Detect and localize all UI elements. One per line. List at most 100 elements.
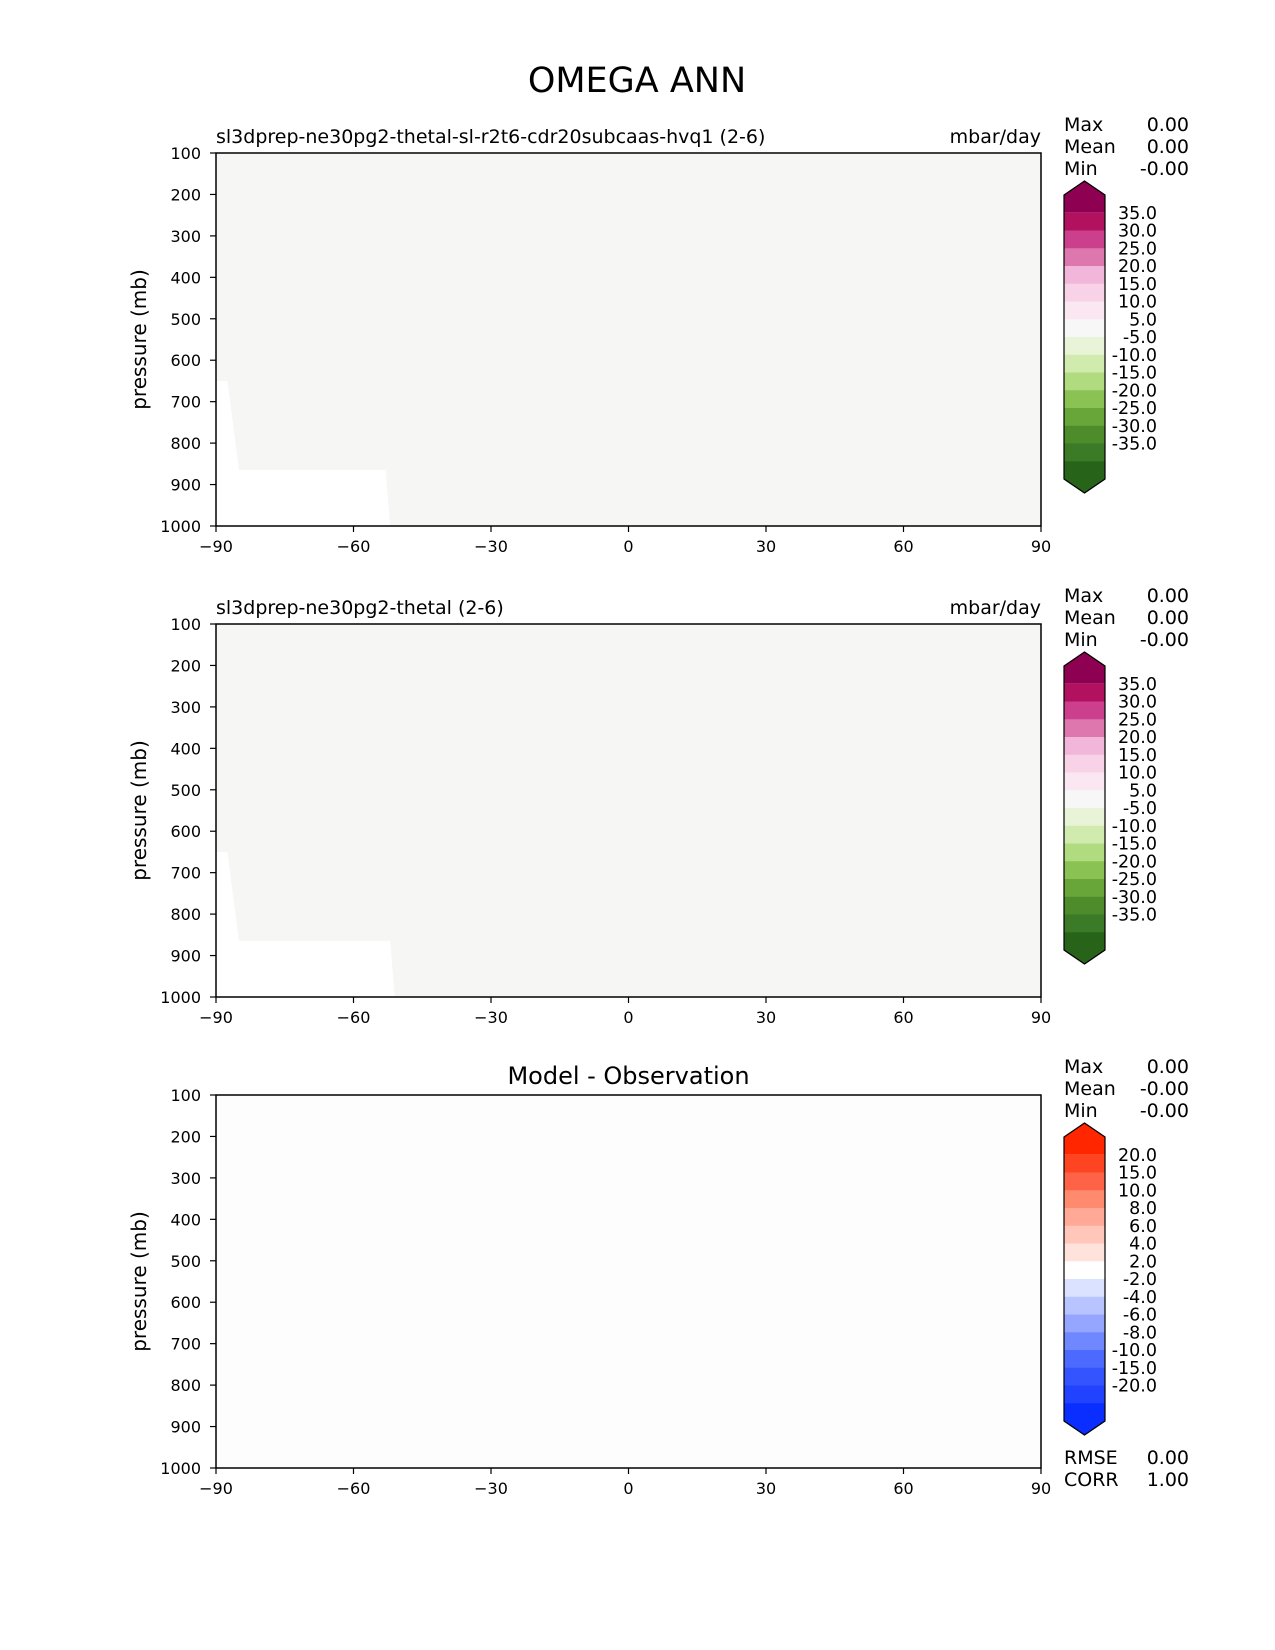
colorbar-label: 35.0 <box>1118 675 1157 695</box>
colorbar-label: 35.0 <box>1118 204 1157 224</box>
colorbar-outline <box>1063 651 1106 965</box>
colorbar-label: -35.0 <box>1112 906 1157 926</box>
colorbar-segment <box>1064 230 1105 249</box>
colorbar: 35.030.025.020.015.010.05.0-5.0-10.0-15.… <box>1063 180 1157 494</box>
colorbar-segment <box>1064 879 1105 898</box>
x-tick-label: −90 <box>199 1479 233 1498</box>
colorbar-segment <box>1064 754 1105 773</box>
y-axis-label: pressure (mb) <box>127 740 151 881</box>
x-tick-label: 30 <box>756 537 776 556</box>
stat-label: Max <box>1064 114 1103 136</box>
colorbar-label: 10.0 <box>1118 1181 1157 1201</box>
y-tick-label: 300 <box>170 227 201 246</box>
colorbar-label: 15.0 <box>1118 746 1157 766</box>
panel-title: sl3dprep-ne30pg2-thetal-sl-r2t6-cdr20sub… <box>216 126 765 148</box>
colorbar-label: -10.0 <box>1112 817 1157 837</box>
colorbar-label: -5.0 <box>1123 799 1157 819</box>
x-tick-label: −90 <box>199 1008 233 1027</box>
x-tick-label: 0 <box>623 537 633 556</box>
colorbar-label: 4.0 <box>1129 1235 1157 1255</box>
colorbar-segment <box>1064 1261 1105 1280</box>
colorbar-segment <box>1064 1225 1105 1244</box>
y-tick-label: 300 <box>170 1169 201 1188</box>
colorbar-segment <box>1064 652 1105 684</box>
x-tick-label: 30 <box>756 1008 776 1027</box>
stat-value: 0.00 <box>1147 607 1189 629</box>
y-tick-label: 700 <box>170 864 201 883</box>
colorbar-segment <box>1064 701 1105 720</box>
colorbar-segment <box>1064 301 1105 320</box>
y-axis-label: pressure (mb) <box>127 1211 151 1352</box>
y-tick-label: 400 <box>170 1210 201 1229</box>
colorbar-segment <box>1064 825 1105 844</box>
colorbar-segment <box>1064 337 1105 356</box>
colorbar-segment <box>1064 1385 1105 1404</box>
colorbar-label: -15.0 <box>1112 835 1157 855</box>
x-tick-label: −30 <box>474 1479 508 1498</box>
x-tick-label: −60 <box>337 537 371 556</box>
x-tick-label: 60 <box>893 1479 913 1498</box>
colorbar-label: 30.0 <box>1118 693 1157 713</box>
y-tick-label: 200 <box>170 185 201 204</box>
colorbar-segment <box>1064 1367 1105 1386</box>
colorbar-segment <box>1064 266 1105 285</box>
colorbar-segment <box>1064 896 1105 915</box>
colorbar-label: -2.0 <box>1123 1270 1157 1290</box>
x-tick-label: −30 <box>474 1008 508 1027</box>
colorbar-label: -8.0 <box>1123 1323 1157 1343</box>
colorbar-segment <box>1064 461 1105 493</box>
figure-title: OMEGA ANN <box>528 61 746 101</box>
footer-stat-value: 0.00 <box>1147 1447 1189 1469</box>
colorbar-label: 5.0 <box>1129 310 1157 330</box>
x-tick-label: 0 <box>623 1008 633 1027</box>
y-axis-label: pressure (mb) <box>127 269 151 410</box>
field-fill <box>216 624 1041 997</box>
x-tick-label: 60 <box>893 1008 913 1027</box>
y-tick-label: 400 <box>170 739 201 758</box>
y-tick-label: 600 <box>170 822 201 841</box>
missing-data-region <box>216 380 391 526</box>
colorbar-segment <box>1064 372 1105 391</box>
units-label: mbar/day <box>950 597 1041 619</box>
colorbar-label: 25.0 <box>1118 239 1157 259</box>
y-tick-label: 1000 <box>160 517 201 536</box>
colorbar-label: 30.0 <box>1118 222 1157 242</box>
panel-3: Model - Observation −90 −60 −30 0 30 60 90 100 20… <box>127 1056 1189 1498</box>
y-tick-label: 400 <box>170 268 201 287</box>
colorbar-segment <box>1064 1154 1105 1173</box>
colorbar-segment <box>1064 283 1105 302</box>
colorbar-label: 20.0 <box>1118 1146 1157 1166</box>
stat-label: Min <box>1064 629 1098 651</box>
colorbar: 20.015.010.08.06.04.02.0-2.0-4.0-6.0-8.0… <box>1063 1122 1157 1436</box>
colorbar-label: 8.0 <box>1129 1199 1157 1219</box>
colorbar-label: -30.0 <box>1112 417 1157 437</box>
stat-value: 0.00 <box>1147 585 1189 607</box>
colorbar-label: -20.0 <box>1112 852 1157 872</box>
y-tick-label: 900 <box>170 947 201 966</box>
stat-label: Mean <box>1064 607 1116 629</box>
colorbar-segment <box>1064 1123 1105 1155</box>
y-tick-label: 100 <box>170 615 201 634</box>
y-tick-label: 200 <box>170 1127 201 1146</box>
colorbar-segment <box>1064 1243 1105 1262</box>
colorbar-label: 15.0 <box>1118 275 1157 295</box>
colorbar-segment <box>1064 1296 1105 1315</box>
stat-value: -0.00 <box>1140 629 1189 651</box>
colorbar: 35.030.025.020.015.010.05.0-5.0-10.0-15.… <box>1063 651 1157 965</box>
colorbar-segment <box>1064 212 1105 231</box>
colorbar-segment <box>1064 808 1105 827</box>
colorbar-label: 15.0 <box>1118 1164 1157 1184</box>
colorbar-label: -30.0 <box>1112 888 1157 908</box>
y-tick-label: 700 <box>170 1335 201 1354</box>
x-tick-label: 90 <box>1031 537 1051 556</box>
field-fill <box>216 153 1041 526</box>
colorbar-outline <box>1063 1122 1106 1436</box>
colorbar-label: 20.0 <box>1118 728 1157 748</box>
x-tick-label: 30 <box>756 1479 776 1498</box>
y-tick-label: 800 <box>170 1376 201 1395</box>
stat-value: -0.00 <box>1140 158 1189 180</box>
colorbar-segment <box>1064 1279 1105 1298</box>
colorbar-label: -5.0 <box>1123 328 1157 348</box>
colorbar-segment <box>1064 1350 1105 1369</box>
stat-value: -0.00 <box>1140 1100 1189 1122</box>
